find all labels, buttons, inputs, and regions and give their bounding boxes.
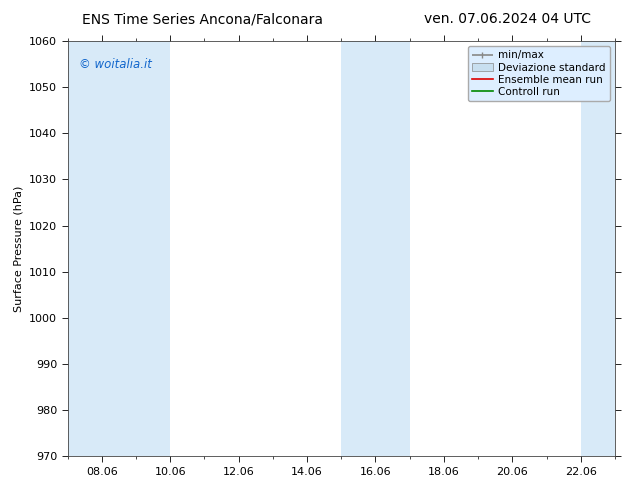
- Bar: [68, 41, 119, 456]
- Legend: min/max, Deviazione standard, Ensemble mean run, Controll run: min/max, Deviazione standard, Ensemble m…: [468, 47, 610, 101]
- Text: ENS Time Series Ancona/Falconara: ENS Time Series Ancona/Falconara: [82, 12, 323, 26]
- Bar: [581, 41, 615, 456]
- Y-axis label: Surface Pressure (hPa): Surface Pressure (hPa): [13, 185, 23, 312]
- Text: ven. 07.06.2024 04 UTC: ven. 07.06.2024 04 UTC: [424, 12, 591, 26]
- Bar: [119, 41, 170, 456]
- Bar: [341, 41, 410, 456]
- Text: © woitalia.it: © woitalia.it: [79, 58, 152, 71]
